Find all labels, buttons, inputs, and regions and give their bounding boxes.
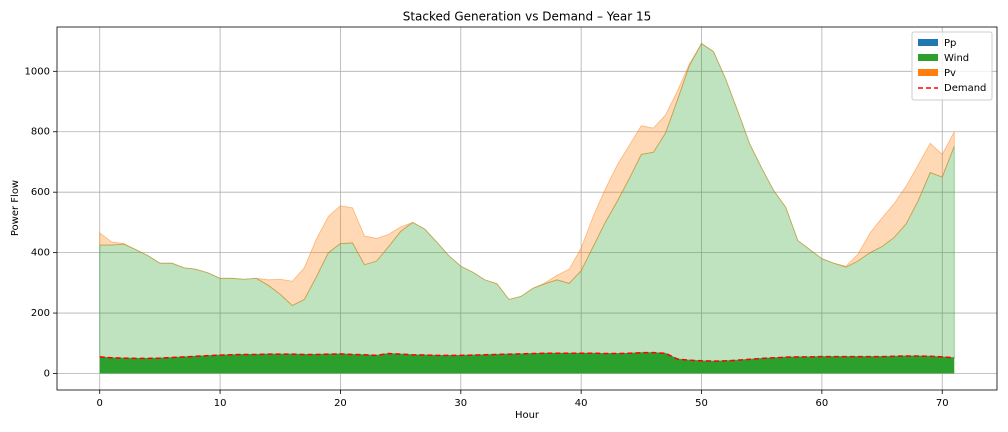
y-axis-label: Power Flow bbox=[10, 180, 21, 236]
x-tick-label: 60 bbox=[816, 398, 829, 409]
x-tick-label: 30 bbox=[454, 398, 467, 409]
x-tick-label: 0 bbox=[97, 398, 103, 409]
legend-swatch bbox=[918, 39, 938, 46]
area-surplus bbox=[99, 42, 955, 306]
y-tick-label: 200 bbox=[31, 308, 50, 319]
y-tick-label: 0 bbox=[44, 369, 50, 380]
axes: 0 10 20 30 40 50 60 70 0 200 400 600 800 1000 bbox=[25, 26, 998, 409]
y-tick-label: 600 bbox=[31, 187, 50, 198]
plot-frame bbox=[56, 26, 998, 391]
x-tick-label: 50 bbox=[695, 398, 708, 409]
x-tick-label: 10 bbox=[214, 398, 227, 409]
y-tick-label: 800 bbox=[31, 127, 50, 138]
chart-title: Stacked Generation vs Demand – Year 15 bbox=[403, 10, 652, 24]
legend-label: Pv bbox=[944, 68, 956, 79]
legend: Pp Wind Pv Demand bbox=[911, 31, 993, 101]
legend-swatch bbox=[918, 69, 938, 76]
y-tick-label: 400 bbox=[31, 248, 50, 259]
x-axis-label: Hour bbox=[515, 410, 540, 421]
legend-swatch bbox=[918, 54, 938, 61]
x-tick-label: 40 bbox=[575, 398, 588, 409]
area-served bbox=[99, 352, 955, 374]
y-tick-label: 1000 bbox=[25, 66, 50, 77]
legend-label: Wind bbox=[944, 53, 969, 64]
areas bbox=[99, 42, 955, 374]
x-tick-label: 70 bbox=[936, 398, 949, 409]
legend-box bbox=[911, 31, 993, 101]
legend-label: Pp bbox=[944, 38, 956, 49]
demand-line bbox=[99, 351, 955, 362]
legend-label: Demand bbox=[944, 83, 986, 94]
x-tick-label: 20 bbox=[334, 398, 347, 409]
